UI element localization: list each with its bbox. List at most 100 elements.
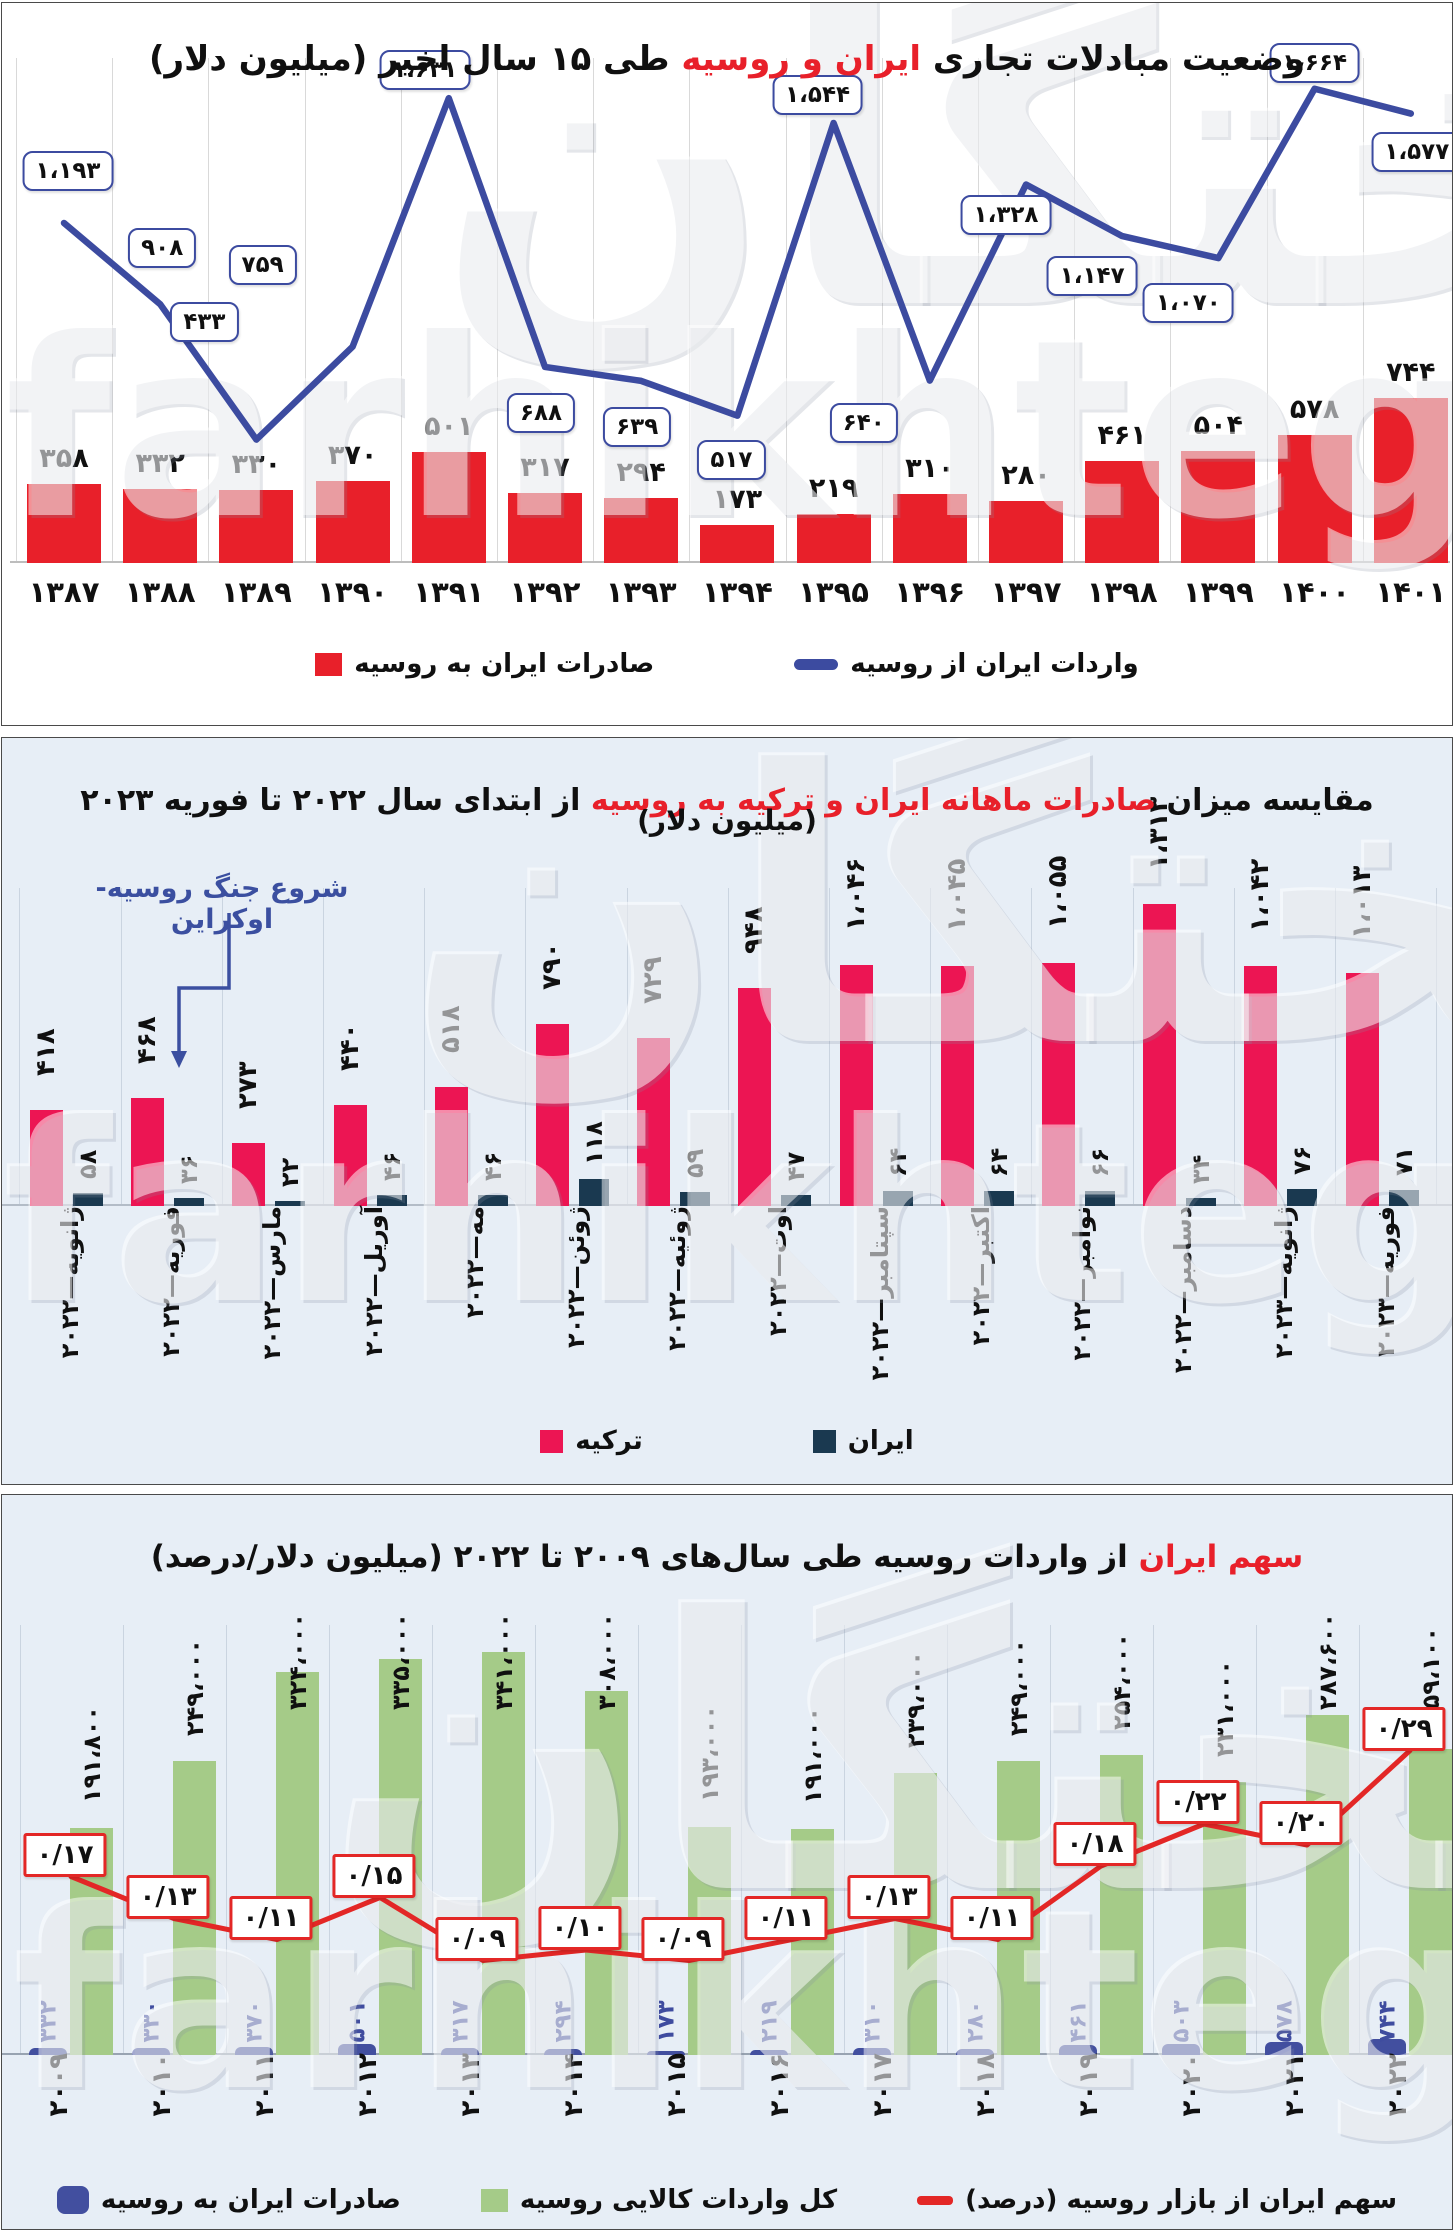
iran-bar [174, 1197, 205, 1206]
share-percent-callout: ۰/۲۲ [1156, 1780, 1240, 1824]
year-label: ۱۳۸۹ [220, 575, 292, 609]
gridline [1152, 1625, 1154, 2055]
turkey-bar [940, 965, 974, 1206]
legend-iran-exports-label: صادرات ایران به روسیه [100, 2185, 401, 2215]
year-label: ۱۳۸۷ [28, 575, 100, 609]
total-imports-value-label: ۲۴۹،۰۰۰ [1005, 1638, 1033, 1736]
iran-value-label: ۴۶ [478, 1152, 507, 1182]
imports-value-callout: ۱،۶۶۴ [1269, 42, 1361, 83]
iran-value-label: ۲۲ [276, 1157, 305, 1187]
turkey-bar [1143, 904, 1177, 1206]
share-percent-callout: ۰/۱۱ [229, 1895, 313, 1940]
gridline [1049, 1625, 1051, 2055]
year-label: ۲۰۱۸ [971, 2053, 1001, 2117]
turkey-bar [1345, 973, 1379, 1206]
exports-bar-value: ۵۰۱ [424, 410, 474, 442]
iran-value-label: ۴۶ [377, 1152, 406, 1182]
year-label: ۲۰۱۲ [353, 2053, 383, 2117]
imports-value-callout: ۶۴۰ [829, 402, 898, 443]
gridline [1335, 888, 1336, 1206]
total-imports-value-label: ۲۴۹،۰۰۰ [181, 1638, 209, 1736]
year-label: ۲۰۱۱ [250, 2053, 280, 2117]
total-imports-value-label: ۳۰۸،۰۰۰ [593, 1612, 621, 1710]
iran-exports-bar [1059, 2044, 1097, 2055]
panel1-title-post: طی ۱۵ سال اخیر (میلیون دلار) [149, 39, 682, 80]
red-line-swatch-icon [917, 2195, 954, 2205]
year-label: ۱۳۹۳ [605, 575, 677, 609]
iran-exports-value-label: ۵۰۱ [344, 2000, 371, 2043]
share-percent-callout: ۰/۱۷ [23, 1832, 107, 1877]
exports-bar-value: ۱۷۳ [712, 483, 763, 515]
exports-bar [1373, 397, 1448, 563]
trade-15y-year-axis: ۱۳۸۷ ۱۳۸۸ ۱۳۸۹ ۱۳۹۰ ۱۳۹۱ ۱۳۹۲ ۱۳۹۳ ۱۳۹۴ ۱۳۹۵ ۱۳۹۶… [10, 575, 1450, 615]
turkey-bar [1042, 963, 1075, 1206]
iran-exports-bar [1265, 2042, 1303, 2055]
green-bar-swatch-icon [480, 2188, 508, 2212]
exports-bar [315, 480, 390, 563]
share-percent-callout: ۰/۱۱ [744, 1895, 828, 1940]
navy-bar-swatch-icon [812, 1429, 836, 1453]
year-label: ۱۳۹۱ [413, 575, 485, 609]
gridline [637, 1625, 639, 2055]
exports-bar-value: ۳۳۰ [231, 448, 282, 480]
imports-value-callout: ۵۱۷ [697, 439, 766, 480]
iran-bar [1186, 1198, 1217, 1206]
total-imports-value-label: ۱۹۱،۸۰۰ [78, 1706, 106, 1804]
turkey-bar [30, 1109, 63, 1206]
panel1-legend: صادرات ایران به روسیه واردات ایران از رو… [2, 649, 1452, 679]
panel2-title-post: از ابتدای سال ۲۰۲۲ تا فوریه ۲۰۲۳ [80, 782, 591, 818]
legend-imports-label: واردات ایران از روسیه [850, 649, 1139, 679]
gridline [1266, 58, 1268, 563]
exports-bar-value: ۳۱۰ [905, 453, 955, 485]
iran-value-label: ۱۱۸ [580, 1120, 608, 1165]
share-percent-callout: ۰/۱۸ [1053, 1822, 1137, 1866]
imports-value-callout: ۱،۰۷۰ [1142, 283, 1234, 324]
iran-bar [1287, 1188, 1318, 1206]
total-imports-bar [482, 1651, 525, 2055]
legend-total-imports-label: کل واردات کالایی روسیه [519, 2185, 838, 2215]
month-label: اوت—۲۰۲۲ [764, 1206, 793, 1336]
iran-bar [73, 1192, 103, 1206]
iran-exports-bar [1368, 2038, 1406, 2055]
iran-bar [1388, 1189, 1419, 1206]
exports-bar-value: ۵۷۸ [1289, 393, 1340, 425]
year-label: ۲۰۱۰ [147, 2053, 177, 2117]
iran-value-label: ۳۴ [1187, 1154, 1216, 1185]
iran-exports-bar [544, 2048, 582, 2055]
exports-bar [989, 500, 1063, 563]
iran-exports-value-label: ۲۱۹ [756, 2000, 783, 2043]
gridline [323, 888, 324, 1206]
iran-bar [1085, 1190, 1115, 1206]
share-percent-callout: ۰/۱۵ [332, 1853, 416, 1898]
year-label: ۲۰۱۳ [456, 2053, 486, 2117]
iran-exports-value-label: ۳۷۰ [241, 2000, 268, 2043]
panel2-title-pre: مقایسه میزان [1156, 782, 1374, 818]
imports-value-callout: ۱،۱۹۳ [22, 150, 114, 191]
year-label: ۲۰۱۵ [662, 2053, 692, 2117]
total-imports-bar [276, 1672, 319, 2055]
gridline [424, 888, 426, 1206]
exports-bar [508, 492, 582, 563]
x-axis [2, 1204, 1452, 1206]
panel1-title-highlight: ایران و روسیه [681, 39, 922, 80]
panel3-legend: صادرات ایران به روسیه کل واردات کالایی ر… [2, 2185, 1452, 2215]
gridline [225, 1625, 227, 2055]
month-label: مارس—۲۰۲۲ [258, 1206, 287, 1360]
gridline [881, 58, 883, 563]
year-label: ۲۰۱۴ [559, 2053, 589, 2117]
iran-value-label: ۵۹ [681, 1149, 710, 1179]
year-label: ۲۰۰۹ [44, 2053, 74, 2117]
share-percent-callout: ۰/۱۱ [950, 1895, 1034, 1940]
exports-bar [1085, 460, 1160, 563]
month-label: ژوئیه—۲۰۲۲ [663, 1206, 692, 1351]
exports-bar [27, 483, 101, 563]
turkey-bar [333, 1104, 367, 1206]
legend-share-label: سهم ایران از بازار روسیه (درصد) [965, 2185, 1398, 2215]
gridline [19, 1625, 21, 2055]
legend-item-exports: صادرات ایران به روسیه [315, 649, 654, 679]
iran-value-label: ۶۴ [984, 1147, 1013, 1178]
iran-exports-bar [750, 2050, 788, 2055]
gridline [1436, 888, 1438, 1206]
iran-exports-value-label: ۳۳۲ [35, 2000, 62, 2043]
exports-bar-value: ۳۳۲ [135, 448, 185, 480]
